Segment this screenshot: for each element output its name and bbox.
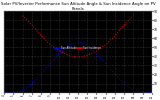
Title: Solar PV/Inverter Performance Sun Altitude Angle & Sun Incidence Angle on PV Pan: Solar PV/Inverter Performance Sun Altitu… (1, 2, 155, 11)
Legend: Sun Altitude, Sun Incidence: Sun Altitude, Sun Incidence (54, 45, 102, 51)
